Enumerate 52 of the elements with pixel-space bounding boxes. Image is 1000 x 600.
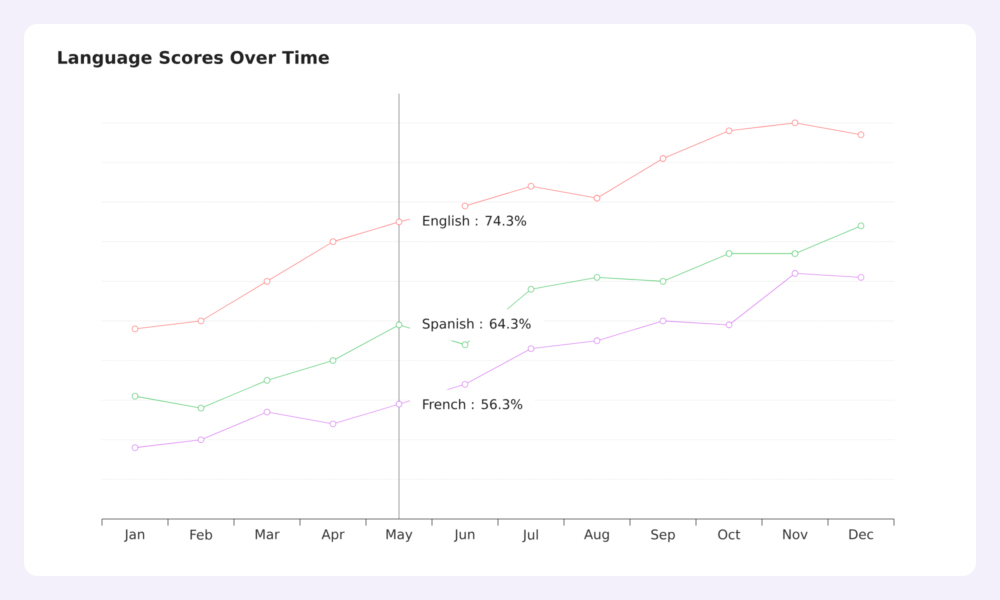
point bbox=[264, 278, 270, 285]
point bbox=[528, 286, 534, 292]
x-tick-label: Jul bbox=[522, 529, 538, 542]
point bbox=[396, 322, 402, 328]
x-tick-label: Nov bbox=[783, 529, 808, 540]
point bbox=[726, 128, 732, 134]
point bbox=[726, 250, 732, 257]
point bbox=[792, 250, 798, 257]
x-tick-label: Oct bbox=[718, 529, 740, 540]
point bbox=[330, 420, 336, 428]
point bbox=[462, 202, 468, 210]
x-tick-label: Mar bbox=[256, 529, 280, 540]
chart-title: Language Scores Over Time bbox=[58, 50, 329, 68]
point bbox=[396, 400, 402, 408]
point bbox=[132, 392, 138, 400]
x-tick-label: Jun bbox=[454, 529, 474, 542]
point bbox=[396, 218, 402, 226]
point bbox=[594, 274, 600, 281]
x-tick-label: Jan bbox=[124, 529, 144, 542]
point bbox=[660, 155, 666, 162]
x-tick-label: Feb bbox=[190, 529, 212, 540]
point bbox=[660, 278, 666, 285]
point bbox=[660, 318, 666, 324]
x-tick-label: May bbox=[386, 529, 412, 542]
point bbox=[594, 194, 600, 202]
point bbox=[198, 436, 204, 443]
x-tick-label: Sep bbox=[651, 529, 675, 542]
point bbox=[858, 274, 864, 281]
point bbox=[132, 326, 138, 332]
point bbox=[858, 222, 864, 230]
point bbox=[132, 444, 138, 451]
point bbox=[528, 345, 534, 352]
point bbox=[858, 132, 864, 138]
x-tick-label: Dec bbox=[849, 529, 874, 540]
point bbox=[198, 318, 204, 324]
point bbox=[594, 338, 600, 344]
point bbox=[198, 404, 204, 412]
point bbox=[330, 238, 336, 245]
x-tick-label: Apr bbox=[322, 529, 345, 542]
annotation: English : 74.3% bbox=[423, 215, 526, 228]
annotation: Spanish : 64.3% bbox=[422, 318, 531, 332]
point bbox=[792, 120, 798, 126]
x-tick-label: Aug bbox=[584, 529, 609, 542]
point bbox=[462, 341, 468, 348]
point bbox=[726, 322, 732, 328]
point bbox=[792, 270, 798, 277]
annotation: French : 56.3% bbox=[423, 398, 522, 410]
point bbox=[264, 408, 270, 416]
point bbox=[462, 381, 468, 388]
point bbox=[264, 377, 270, 384]
point bbox=[528, 183, 534, 190]
point bbox=[330, 357, 336, 364]
